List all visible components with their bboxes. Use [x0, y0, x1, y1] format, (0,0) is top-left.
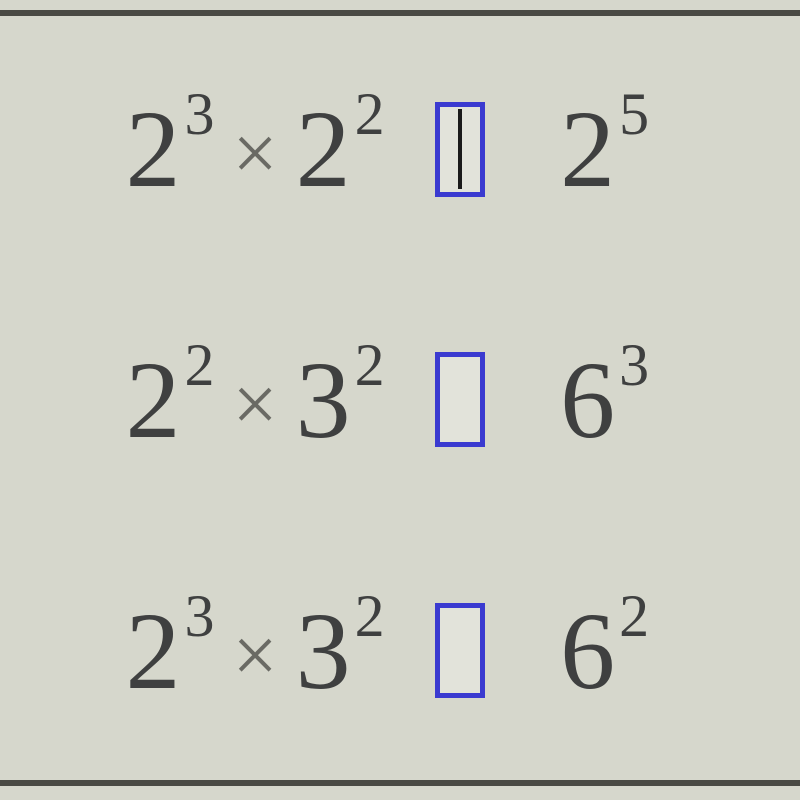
- comparison-input[interactable]: [435, 603, 485, 698]
- exponent: 3: [619, 335, 649, 395]
- base: 6: [560, 596, 615, 706]
- power-term: 6 3: [560, 345, 649, 455]
- equation-row: 2 3 × 3 2 6 2: [125, 596, 674, 706]
- base: 3: [296, 596, 351, 706]
- base: 3: [296, 345, 351, 455]
- power-term: 6 2: [560, 596, 649, 706]
- base: 2: [125, 345, 180, 455]
- multiply-op: ×: [232, 114, 277, 194]
- comparison-input[interactable]: [435, 102, 485, 197]
- exponent: 2: [355, 84, 385, 144]
- power-term: 2 3: [125, 596, 214, 706]
- equation-row: 2 2 × 3 2 6 3: [125, 345, 674, 455]
- comparison-input[interactable]: [435, 352, 485, 447]
- left-expression: 2 3 × 3 2: [125, 596, 384, 706]
- exponent: 3: [184, 586, 214, 646]
- screen: 2 3 × 2 2 2 5: [0, 0, 800, 800]
- exponent: 2: [184, 335, 214, 395]
- right-expression: 2 5: [535, 94, 675, 204]
- power-term: 2 3: [125, 94, 214, 204]
- exponent: 5: [619, 84, 649, 144]
- base: 2: [296, 94, 351, 204]
- multiply-op: ×: [232, 616, 277, 696]
- power-term: 2 5: [560, 94, 649, 204]
- base: 6: [560, 345, 615, 455]
- left-expression: 2 2 × 3 2: [125, 345, 384, 455]
- power-term: 2 2: [296, 94, 385, 204]
- exponent: 2: [619, 586, 649, 646]
- bottom-hline: [0, 780, 800, 786]
- power-term: 2 2: [125, 345, 214, 455]
- top-hline: [0, 10, 800, 16]
- exponent: 2: [355, 586, 385, 646]
- right-expression: 6 3: [535, 345, 675, 455]
- equation-row: 2 3 × 2 2 2 5: [125, 94, 674, 204]
- power-term: 3 2: [296, 345, 385, 455]
- base: 2: [125, 596, 180, 706]
- right-expression: 6 2: [535, 596, 675, 706]
- power-term: 3 2: [296, 596, 385, 706]
- text-cursor: [458, 109, 462, 189]
- exponent: 3: [184, 84, 214, 144]
- base: 2: [125, 94, 180, 204]
- multiply-op: ×: [232, 365, 277, 445]
- content-area: 2 3 × 2 2 2 5: [0, 24, 800, 776]
- base: 2: [560, 94, 615, 204]
- exponent: 2: [355, 335, 385, 395]
- left-expression: 2 3 × 2 2: [125, 94, 384, 204]
